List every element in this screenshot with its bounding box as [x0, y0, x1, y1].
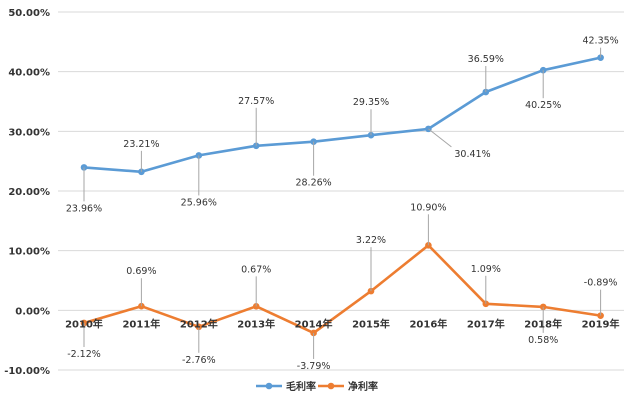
legend-swatch-marker — [327, 382, 335, 390]
x-tick-label: 2012年 — [180, 317, 218, 330]
data-label: -3.79% — [297, 361, 331, 372]
x-tick-label: 2014年 — [295, 317, 333, 330]
series-lines — [80, 54, 604, 337]
y-tick-label: 10.00% — [8, 247, 50, 258]
series-line-0 — [83, 56, 601, 174]
data-label: 40.25% — [525, 100, 561, 111]
data-label: 28.26% — [295, 178, 331, 189]
legend: 毛利率 净利率 — [256, 380, 378, 393]
x-tick-label: 2016年 — [409, 317, 447, 330]
x-tick-label: 2017年 — [467, 317, 505, 330]
data-label: 42.35% — [582, 36, 618, 47]
data-label: -0.89% — [584, 278, 618, 289]
x-tick-label: 2011年 — [122, 317, 160, 330]
data-label: -2.76% — [182, 355, 216, 366]
data-label: 23.96% — [66, 203, 102, 214]
x-tick-label: 2018年 — [524, 317, 562, 330]
label-leader-line — [428, 128, 452, 148]
y-tick-label: 30.00% — [8, 127, 50, 138]
x-axis-ticks: 2010年 2011年 2012年 2013年 2014年 2015年 2016年 2017年… — [65, 317, 619, 330]
data-label: 25.96% — [181, 197, 217, 208]
x-tick-label: 2019年 — [582, 317, 620, 330]
data-label: 10.90% — [410, 202, 446, 213]
y-tick-label: 50.00% — [8, 8, 50, 19]
data-label: 1.09% — [471, 264, 501, 275]
y-tick-label: 0.00% — [15, 306, 50, 317]
data-label: 29.35% — [353, 97, 389, 108]
y-tick-label: 40.00% — [8, 68, 50, 79]
data-label: 0.67% — [241, 264, 271, 275]
data-labels: 23.96% 23.21% 25.96% 27.57% 28.26% 29.35% 30.4… — [66, 36, 619, 372]
data-label: 0.58% — [528, 335, 558, 346]
x-tick-label: 2013年 — [237, 317, 275, 330]
gridlines — [58, 11, 624, 371]
data-label: 0.69% — [126, 266, 156, 277]
data-point — [482, 300, 490, 308]
data-label: 27.57% — [238, 96, 274, 107]
data-label: 23.21% — [123, 139, 159, 150]
series-line-1 — [83, 244, 601, 335]
data-label: -2.12% — [67, 349, 101, 360]
legend-label: 净利率 — [348, 380, 378, 393]
data-point — [138, 302, 145, 310]
y-tick-label: 20.00% — [8, 187, 50, 198]
data-label: 36.59% — [468, 54, 504, 65]
data-label: 3.22% — [356, 235, 386, 246]
legend-label: 毛利率 — [286, 380, 316, 393]
x-tick-label: 2010年 — [65, 317, 103, 330]
legend-swatch-marker — [265, 382, 273, 390]
x-tick-label: 2015年 — [352, 317, 390, 330]
data-label: 30.41% — [454, 149, 490, 160]
y-axis-ticks: 50.00% 40.00% 30.00% 20.00% 10.00% 0.00% -10.0… — [4, 8, 50, 377]
data-point — [252, 303, 260, 310]
y-tick-label: -10.00% — [4, 366, 50, 377]
